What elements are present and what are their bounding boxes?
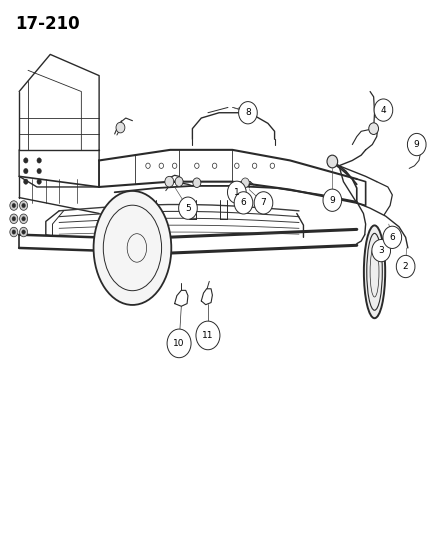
Circle shape bbox=[369, 123, 379, 134]
Circle shape bbox=[22, 216, 25, 221]
Text: 9: 9 bbox=[329, 196, 335, 205]
Circle shape bbox=[234, 192, 253, 214]
Circle shape bbox=[254, 192, 273, 214]
Circle shape bbox=[165, 176, 174, 187]
Text: 3: 3 bbox=[378, 246, 384, 255]
Circle shape bbox=[374, 99, 393, 121]
Circle shape bbox=[10, 227, 18, 237]
Circle shape bbox=[167, 329, 191, 358]
Text: 10: 10 bbox=[173, 339, 185, 348]
Circle shape bbox=[372, 239, 391, 262]
Circle shape bbox=[407, 133, 426, 156]
Text: 8: 8 bbox=[245, 108, 251, 117]
Circle shape bbox=[12, 230, 16, 234]
Circle shape bbox=[20, 227, 28, 237]
Text: 7: 7 bbox=[261, 198, 266, 207]
Circle shape bbox=[241, 178, 249, 188]
Circle shape bbox=[12, 216, 16, 221]
Circle shape bbox=[24, 179, 28, 184]
Text: 4: 4 bbox=[380, 106, 386, 115]
Text: 6: 6 bbox=[389, 233, 395, 242]
Circle shape bbox=[22, 204, 25, 208]
Circle shape bbox=[20, 214, 28, 223]
Circle shape bbox=[37, 158, 42, 163]
Circle shape bbox=[20, 201, 28, 211]
Circle shape bbox=[196, 321, 220, 350]
Circle shape bbox=[10, 214, 18, 223]
Circle shape bbox=[24, 158, 28, 163]
Circle shape bbox=[179, 197, 197, 219]
Circle shape bbox=[12, 204, 16, 208]
Text: 11: 11 bbox=[202, 331, 214, 340]
Circle shape bbox=[239, 102, 257, 124]
Text: 9: 9 bbox=[414, 140, 420, 149]
Circle shape bbox=[37, 179, 42, 184]
Text: 17-210: 17-210 bbox=[15, 14, 79, 33]
Text: 2: 2 bbox=[403, 262, 409, 271]
Circle shape bbox=[24, 168, 28, 174]
Circle shape bbox=[22, 230, 25, 234]
Text: 5: 5 bbox=[185, 204, 191, 213]
Circle shape bbox=[323, 189, 342, 212]
Circle shape bbox=[116, 122, 125, 133]
Circle shape bbox=[228, 181, 246, 204]
Circle shape bbox=[327, 155, 337, 168]
Circle shape bbox=[396, 255, 415, 278]
Circle shape bbox=[418, 135, 424, 143]
Circle shape bbox=[10, 201, 18, 211]
Ellipse shape bbox=[364, 225, 385, 318]
Text: 1: 1 bbox=[234, 188, 240, 197]
Circle shape bbox=[193, 178, 201, 188]
Text: 6: 6 bbox=[240, 198, 246, 207]
Circle shape bbox=[37, 168, 42, 174]
Circle shape bbox=[175, 177, 183, 187]
Ellipse shape bbox=[93, 191, 171, 305]
Circle shape bbox=[383, 226, 402, 248]
